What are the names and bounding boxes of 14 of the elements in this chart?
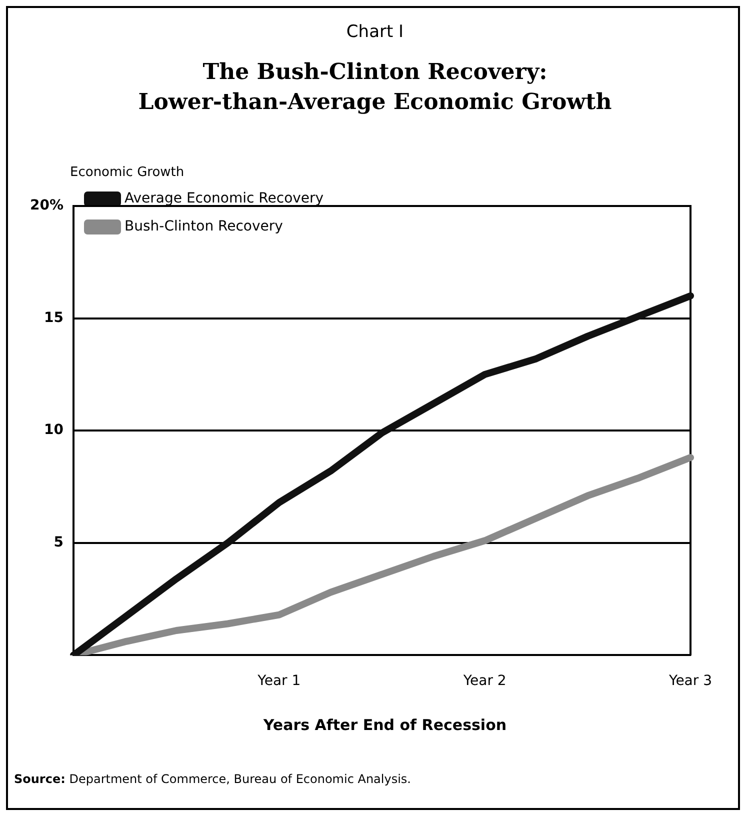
y-tick-label: 5	[54, 534, 64, 551]
y-tick-label: 15	[44, 310, 64, 326]
chart-title: The Bush-Clinton Recovery: Lower-than-Average Economic Growth	[137, 58, 613, 117]
y-axis-title: Economic Growth	[70, 165, 184, 180]
x-tick-label: Year 2	[462, 673, 506, 690]
legend-label: Average Economic Recovery	[124, 190, 324, 207]
x-tick-label: Year 3	[668, 673, 712, 690]
y-tick-label: 10	[44, 422, 64, 438]
x-axis-title: Years After End of Recession	[262, 716, 508, 734]
source-note: Source: Department of Commerce, Bureau of Economic Analysis.	[14, 772, 411, 786]
y-tick-label: 20%	[30, 198, 64, 214]
legend-label: Bush-Clinton Recovery	[124, 218, 283, 235]
text: Chart I	[345, 22, 405, 42]
x-tick-label: Year 1	[256, 673, 301, 690]
